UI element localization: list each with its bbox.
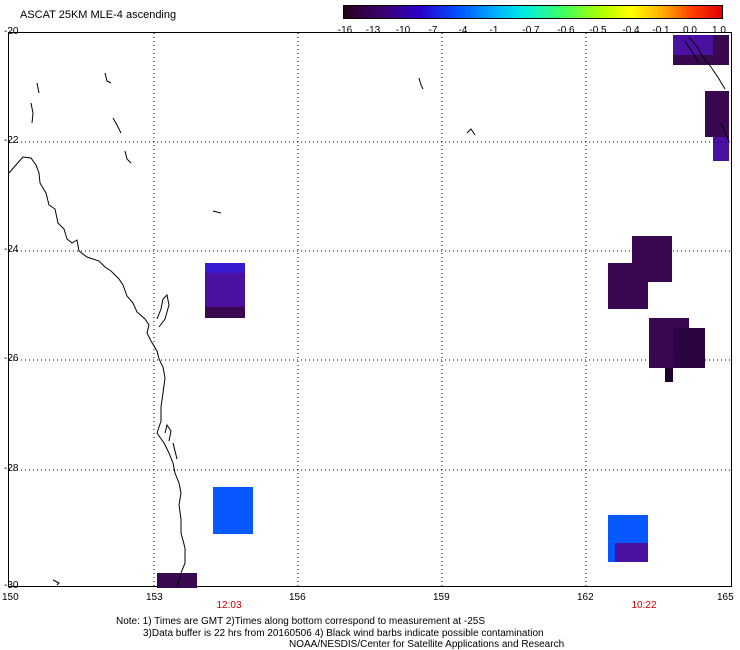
graticule	[9, 33, 733, 588]
map-graphics	[9, 33, 733, 588]
colorbar-label: -0.7	[522, 25, 540, 36]
lat-label: -24	[4, 244, 19, 255]
colorbar-label: -10	[395, 25, 411, 36]
data-cell	[205, 307, 245, 318]
data-cell	[157, 573, 197, 588]
data-cell	[705, 91, 729, 137]
colorbar-label: 1.0	[712, 25, 726, 36]
note-line: NOAA/NESDIS/Center for Satellite Applica…	[289, 639, 565, 650]
lat-label: -22	[4, 135, 19, 146]
map-panel[interactable]	[8, 32, 733, 588]
lon-label: 153	[146, 592, 163, 603]
data-cell	[665, 368, 673, 382]
pass-time: 10:22	[631, 600, 657, 611]
colorbar-label: -1	[489, 25, 499, 36]
colorbar-label: -4	[458, 25, 468, 36]
data-cell	[632, 236, 672, 282]
colorbar-label: -7	[428, 25, 438, 36]
colorbar-label: -0.5	[589, 25, 607, 36]
pass-time: 12:03	[216, 600, 242, 611]
data-cell	[205, 263, 245, 273]
data-cell	[713, 137, 729, 161]
lon-label: 165	[717, 592, 734, 603]
data-cell	[673, 35, 713, 55]
note-line: 3)Data buffer is 22 hrs from 20160506 4)…	[143, 628, 544, 639]
lat-label: -26	[4, 353, 19, 364]
colorbar-label: -0.1	[652, 25, 670, 36]
colorbar	[343, 5, 723, 19]
data-cell	[213, 487, 253, 534]
coastline	[9, 36, 730, 588]
lon-label: 162	[577, 592, 594, 603]
colorbar-label: -0.4	[622, 25, 640, 36]
lat-label: -28	[4, 463, 19, 474]
data-cell	[673, 328, 705, 368]
colorbar-label: -0.6	[557, 25, 575, 36]
lat-label: -20	[4, 26, 19, 37]
lat-label: -30	[4, 580, 19, 591]
colorbar-label: -16	[337, 25, 353, 36]
data-cell	[615, 543, 648, 562]
lon-label: 150	[2, 592, 19, 603]
product-title: ASCAT 25KM MLE-4 ascending	[20, 9, 177, 21]
colorbar-label: -13	[365, 25, 381, 36]
note-line: Note: 1) Times are GMT 2)Times along bot…	[116, 616, 486, 627]
lon-label: 159	[433, 592, 450, 603]
colorbar-label: 0.0	[683, 25, 697, 36]
lon-label: 156	[289, 592, 306, 603]
